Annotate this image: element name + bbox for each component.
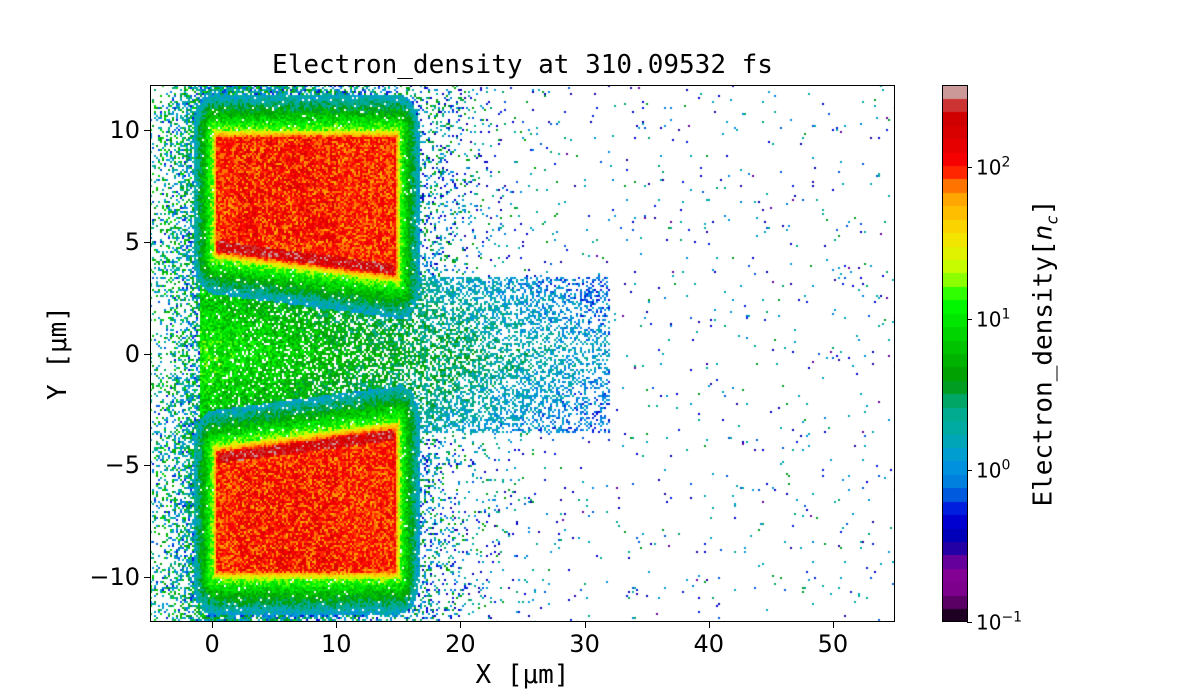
y-tick-label: −10 — [89, 563, 140, 592]
colorbar-tick-label: 101 — [976, 307, 1010, 332]
colorbar-tick-label: 102 — [976, 155, 1010, 180]
tick-base: 10 — [976, 307, 1002, 332]
x-tick-mark — [336, 622, 338, 628]
x-tick-label: 40 — [693, 630, 725, 658]
colorbar-tick-mark — [967, 470, 972, 472]
y-tick-mark — [144, 577, 150, 579]
x-tick-label: 20 — [445, 630, 476, 658]
x-tick-mark — [460, 622, 462, 628]
tick-base: 10 — [976, 610, 1002, 635]
plot-frame — [150, 85, 895, 622]
x-tick-mark — [212, 622, 214, 628]
tick-exponent: 1 — [1001, 306, 1011, 323]
tick-base: 10 — [976, 155, 1002, 180]
x-tick-label: 10 — [320, 630, 352, 658]
chart-title: Electron_density at 310.09532 fs — [272, 50, 773, 80]
colorbar-frame — [942, 85, 968, 622]
x-tick-mark — [832, 622, 834, 628]
tick-exponent: 2 — [1001, 155, 1011, 172]
x-tick-label: 30 — [569, 630, 600, 658]
tick-exponent: −1 — [1001, 609, 1023, 626]
colorbar-label: Electron_density[nc] — [1028, 199, 1062, 507]
colorbar-tick-mark — [967, 167, 972, 169]
y-tick-mark — [144, 353, 150, 355]
y-tick-mark — [144, 129, 150, 131]
y-tick-label: 0 — [124, 339, 140, 368]
x-tick-label: 0 — [204, 630, 220, 658]
x-axis-label: X [μm] — [475, 660, 570, 690]
y-tick-label: 10 — [109, 115, 140, 144]
y-tick-label: 5 — [124, 227, 140, 256]
x-tick-mark — [584, 622, 586, 628]
colorbar-tick-mark — [967, 318, 972, 320]
tick-base: 10 — [976, 458, 1002, 483]
y-tick-label: −5 — [104, 451, 140, 480]
y-tick-mark — [144, 465, 150, 467]
x-tick-mark — [708, 622, 710, 628]
y-axis-label: Y [μm] — [43, 306, 73, 400]
x-tick-label: 50 — [817, 630, 849, 658]
density-heatmap — [150, 85, 895, 622]
y-tick-mark — [144, 241, 150, 243]
colorbar-tick-label: 100 — [976, 458, 1010, 483]
colorbar-tick-mark — [967, 622, 972, 623]
colorbar — [942, 85, 967, 622]
colorbar-tick-label: 10−1 — [976, 610, 1022, 635]
tick-exponent: 0 — [1001, 458, 1011, 475]
